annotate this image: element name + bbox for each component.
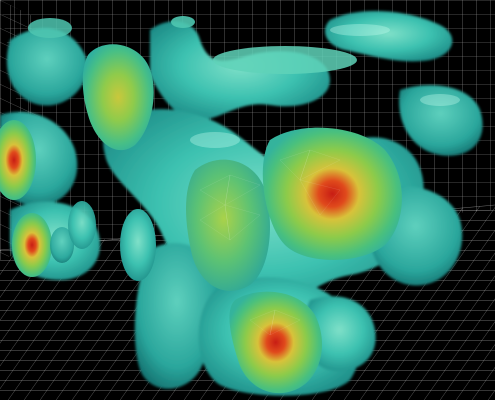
- slice-small-1: [50, 227, 74, 263]
- slice-lower-left-hot: [12, 213, 52, 277]
- specular-highlights: [190, 24, 460, 148]
- slice-bottom-hot: [229, 291, 323, 394]
- tube-lower-center: [134, 242, 220, 389]
- tube-top-left: [6, 28, 88, 106]
- slice-top-left-cap: [28, 18, 72, 38]
- tube-top-right: [325, 10, 453, 62]
- cross-sections: [0, 16, 402, 394]
- slice-top-neck: [171, 16, 195, 28]
- slice-small-3: [120, 209, 156, 281]
- slice-top: [82, 44, 154, 151]
- slice-small-2: [68, 201, 96, 249]
- slice-top-disc: [213, 46, 357, 74]
- mesh-overlay: [199, 149, 341, 336]
- slice-center-hot: [262, 127, 402, 260]
- tube-right: [399, 85, 483, 156]
- slice-center-face: [186, 159, 270, 291]
- slice-left-hot: [0, 120, 36, 200]
